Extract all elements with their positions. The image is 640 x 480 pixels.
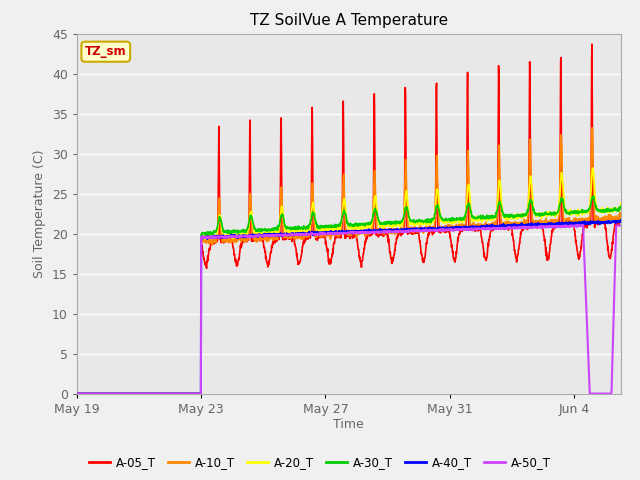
Y-axis label: Soil Temperature (C): Soil Temperature (C) bbox=[33, 149, 46, 278]
Text: TZ_sm: TZ_sm bbox=[85, 45, 127, 58]
X-axis label: Time: Time bbox=[333, 419, 364, 432]
Title: TZ SoilVue A Temperature: TZ SoilVue A Temperature bbox=[250, 13, 448, 28]
Legend: A-05_T, A-10_T, A-20_T, A-30_T, A-40_T, A-50_T: A-05_T, A-10_T, A-20_T, A-30_T, A-40_T, … bbox=[84, 452, 556, 474]
